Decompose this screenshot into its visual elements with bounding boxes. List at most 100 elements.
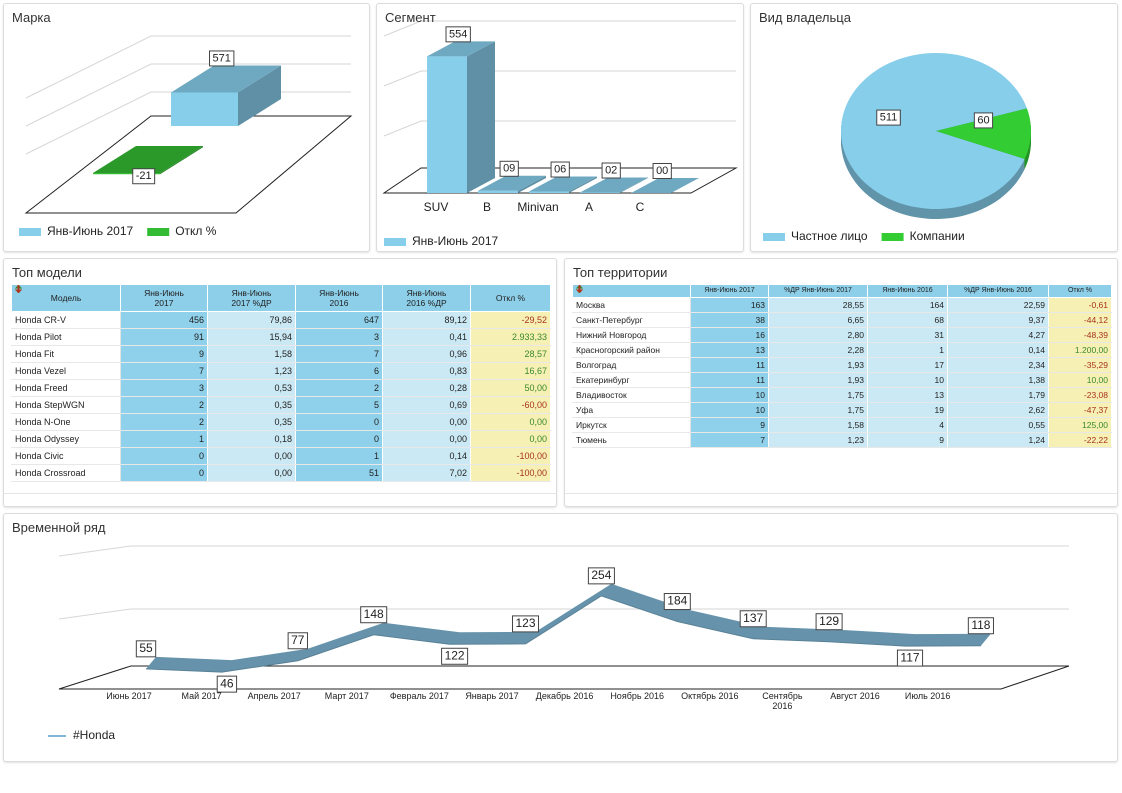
cell-text: -47,37 <box>1083 405 1108 415</box>
x-tick-label: Сентябрь 2016 <box>762 691 803 711</box>
cell-text: 0,83 <box>449 366 467 376</box>
cell-text: 1,75 <box>847 405 864 415</box>
bar-side <box>569 176 597 193</box>
bar <box>171 92 238 126</box>
x-tick-label: Май 2017 <box>181 691 222 701</box>
cell-text: 2,28 <box>847 345 864 355</box>
data-label: -21 <box>136 170 152 182</box>
table-row: Honda Civic 0 0,00 1 0,14 -100,00 <box>11 284 551 465</box>
bar <box>529 191 569 193</box>
cell-text: Honda Vezel <box>15 366 67 376</box>
panel-title: Марка <box>12 10 51 25</box>
cell-text: 0,00 <box>529 417 547 427</box>
table-cell: 456 <box>120 311 208 329</box>
table-cell: 0,14 <box>382 447 471 465</box>
cell-text: -23,08 <box>1083 390 1108 400</box>
table-row: Honda Crossroad 0 0,00 51 7,02 -100,00 <box>11 284 551 482</box>
legend-label: Компании <box>910 229 965 243</box>
table-cell: 9 <box>120 345 208 363</box>
cell-text: 31 <box>934 330 944 340</box>
back-grid <box>383 120 736 137</box>
table-cell: 1,75 <box>768 402 868 418</box>
cell-text: Волгоград <box>576 360 617 370</box>
table-cell: Тюмень <box>572 432 691 448</box>
header-row: Янв-Июнь 2017 %ДР Янв-Июнь 2017 Янв-Июнь 2… <box>572 284 1112 298</box>
table-cell: -48,39 <box>575 284 1112 343</box>
cell-text: 1,23 <box>847 435 864 445</box>
table-cell: 1,24 <box>947 432 1049 448</box>
cell-text: 15,94 <box>269 332 292 342</box>
table-cell: Honda Crossroad <box>11 464 121 482</box>
cell-text: 5 <box>373 400 379 410</box>
table-row: Honda N-One 2 0,35 0 0,00 0,00 <box>11 284 551 431</box>
panel-title: Топ территории <box>573 265 668 280</box>
bar-side <box>620 177 648 193</box>
table-cell: 1,23 <box>207 362 296 380</box>
table-cell: 0,55 <box>947 417 1049 433</box>
table-cell: -44,12 <box>575 284 1112 328</box>
cell-text: Honda Crossroad <box>15 468 86 478</box>
cell-text: Владивосток <box>576 390 627 400</box>
table-cell: 0,41 <box>382 328 471 346</box>
table-cell: 13 <box>867 387 948 403</box>
table-row: Москва 163 28,55 164 22,59 -0,61 <box>572 284 1112 313</box>
table-cell: 11 <box>690 357 769 373</box>
cell-text: 16,67 <box>524 366 547 376</box>
table-row: Honda Odyssey 1 0,18 0 0,00 0,00 <box>11 284 551 448</box>
cell-text: 0,69 <box>449 400 467 410</box>
chart: 55 46 77 148 122 123 254 184 137 129 117 118 #Honda <box>48 545 1070 742</box>
cell-text: 164 <box>929 300 944 310</box>
chart: 571 -21 Янв-Июнь 2017 Откл % <box>19 35 353 238</box>
cell-text: 17 <box>934 360 944 370</box>
panel-territories: Топ территории Янв-Июнь 2017 %ДР Янв-Июнь… <box>564 258 1118 507</box>
table-cell: -22,22 <box>575 284 1112 448</box>
floor <box>58 665 1070 690</box>
data-label: 123 <box>515 616 535 630</box>
table-cell: Москва <box>572 297 691 313</box>
cell-text: 0,41 <box>449 332 467 342</box>
table-cell: 2 <box>295 379 383 397</box>
table-cell: Honda Odyssey <box>11 430 121 448</box>
table-cell: 2,34 <box>947 357 1049 373</box>
cell-text: -100,00 <box>516 451 547 461</box>
table-cell: 10,00 <box>575 284 1112 388</box>
table-row: Уфа 10 1,75 19 2,62 -47,37 <box>572 284 1112 418</box>
data-label: 137 <box>743 611 763 625</box>
panel-owner: Вид владельца 511 60 Частное лицо Компании <box>750 3 1118 252</box>
x-tick-label: Декабрь 2016 <box>535 691 594 701</box>
cell-text: 0,35 <box>274 417 292 427</box>
table-cell: Уфа <box>572 402 691 418</box>
pie-slice <box>841 53 1027 209</box>
bar-top <box>631 178 699 193</box>
table-cell: 1,93 <box>768 357 868 373</box>
data-label: 148 <box>364 607 384 621</box>
cell-text: 2.933,33 <box>511 332 547 342</box>
table-cell: 9,37 <box>947 312 1049 328</box>
x-tick-label: A <box>585 200 593 214</box>
label-box <box>216 675 238 693</box>
back-grid <box>25 35 351 99</box>
table-cell: 7,02 <box>382 464 471 482</box>
chart: SUV 554 B 09 Minivan 06 A 02 C 00 Янв-Июнь 2017 <box>382 20 738 248</box>
x-tick-label: Январь 2017 <box>465 691 519 701</box>
x-tick-label: Февраль 2017 <box>389 691 449 701</box>
legend-label: #Honda <box>73 728 115 742</box>
cell-text: 68 <box>934 315 944 325</box>
header-cell: Янв-Июнь 2016 %ДР <box>382 284 471 312</box>
cell-text: 1,58 <box>274 349 292 359</box>
bar-top <box>580 177 648 193</box>
cell-text: 0,28 <box>449 383 467 393</box>
label-box <box>896 649 924 667</box>
cell-text: 1,58 <box>847 420 864 430</box>
table-cell: -100,00 <box>14 284 551 482</box>
cell-text: 19 <box>934 405 944 415</box>
table-cell: 1,79 <box>947 387 1049 403</box>
cell-text: -44,12 <box>1083 315 1108 325</box>
header-cell: %ДР Янв-Июнь 2016 <box>947 284 1049 298</box>
cell-text: 0,14 <box>1028 345 1045 355</box>
cell-text: 10,00 <box>1086 375 1108 385</box>
ribbon <box>146 583 991 673</box>
table-cell: 1,38 <box>947 372 1049 388</box>
label-box <box>967 617 994 635</box>
